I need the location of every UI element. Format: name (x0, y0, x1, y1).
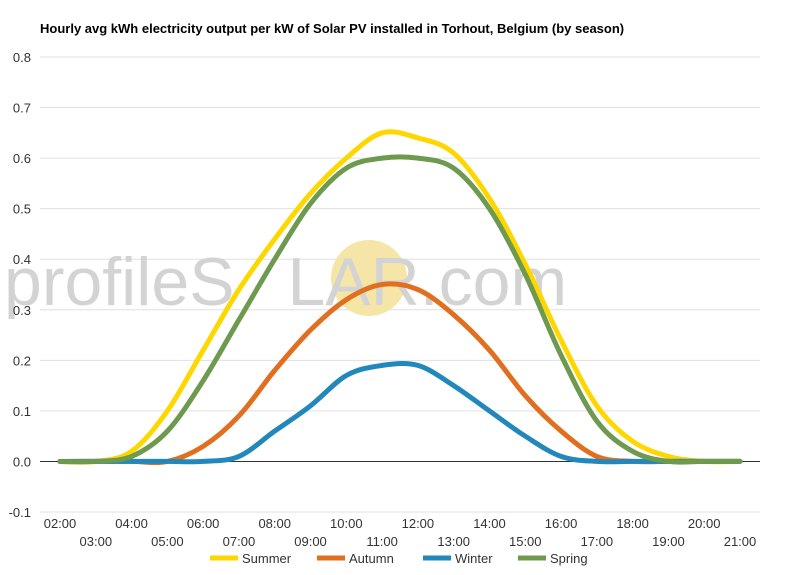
watermark: profileSOLAR.com (4, 240, 567, 320)
y-tick-label: -0.1 (9, 505, 31, 520)
x-tick-label: 15:00 (509, 534, 542, 549)
y-tick-label: 0.5 (13, 202, 31, 217)
x-tick-label: 04:00 (115, 516, 148, 531)
x-tick-label: 06:00 (187, 516, 220, 531)
y-tick-label: 0.8 (13, 50, 31, 65)
x-tick-label: 11:00 (366, 534, 398, 549)
y-tick-label: 0.2 (13, 353, 31, 368)
y-tick-label: 0.1 (13, 404, 31, 419)
x-tick-label: 21:00 (724, 534, 757, 549)
series-lines (57, 129, 743, 466)
x-tick-label: 12:00 (402, 516, 435, 531)
legend-label-winter[interactable]: Winter (455, 551, 493, 566)
x-tick-label: 02:00 (44, 516, 77, 531)
watermark-text-end: LAR.com (287, 244, 567, 320)
x-tick-label: 07:00 (223, 534, 256, 549)
y-tick-label: 0.3 (13, 303, 31, 318)
chart-title: Hourly avg kWh electricity output per kW… (40, 21, 624, 36)
x-tick-label: 18:00 (616, 516, 649, 531)
legend: Summer Autumn Winter Spring (210, 551, 588, 566)
watermark-text: profileSOLAR.com (4, 244, 567, 320)
y-tick-label: 0.4 (13, 252, 31, 267)
x-tick-label: 08:00 (258, 516, 291, 531)
x-tick-label: 09:00 (294, 534, 327, 549)
series-line-spring (57, 154, 743, 465)
x-tick-label: 14:00 (473, 516, 506, 531)
legend-label-summer[interactable]: Summer (242, 551, 292, 566)
x-tick-label: 17:00 (581, 534, 614, 549)
x-tick-label: 10:00 (330, 516, 363, 531)
x-tick-label: 13:00 (437, 534, 470, 549)
x-tick-label: 19:00 (652, 534, 685, 549)
y-tick-label: 0.0 (13, 454, 31, 469)
x-tick-label: 20:00 (688, 516, 721, 531)
x-tick-label: 03:00 (80, 534, 113, 549)
legend-label-spring[interactable]: Spring (550, 551, 588, 566)
x-tick-label: 16:00 (545, 516, 578, 531)
series-line-summer (57, 129, 743, 465)
watermark-text-start: profileS (4, 244, 235, 320)
y-axis: -0.1 0.0 0.1 0.2 0.3 0.4 0.5 0.6 0.7 0.8 (9, 50, 31, 520)
y-tick-label: 0.7 (13, 101, 31, 116)
series-line-winter (57, 360, 743, 465)
x-axis: 02:00 04:00 06:00 08:00 10:00 12:00 14:00 16:00… (44, 516, 757, 549)
legend-label-autumn[interactable]: Autumn (349, 551, 394, 566)
y-tick-label: 0.6 (13, 151, 31, 166)
x-tick-label: 05:00 (151, 534, 184, 549)
